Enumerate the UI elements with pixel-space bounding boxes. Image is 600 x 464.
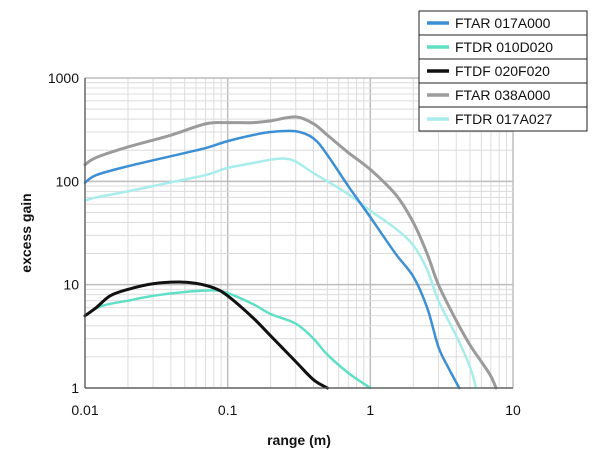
x-tick-label: 1 xyxy=(366,402,374,418)
x-tick-label: 0.01 xyxy=(71,402,98,418)
legend-label: FTDR 010D020 xyxy=(455,39,553,55)
y-axis-label: excess gain xyxy=(18,193,34,272)
series-layer xyxy=(83,115,498,390)
y-tick-labels: 1 10 100 1000 xyxy=(48,70,79,396)
legend-label: FTDR 017A027 xyxy=(455,111,552,127)
x-tick-labels: 0.01 0.1 1 10 xyxy=(71,402,521,418)
series-line-4 xyxy=(83,115,498,390)
y-tick-label: 1000 xyxy=(48,70,79,86)
legend: FTAR 017A000 FTDR 010D020 FTDF 020F020 FTAR… xyxy=(418,10,588,132)
x-axis-label: range (m) xyxy=(267,432,331,448)
series-line-2 xyxy=(83,289,372,390)
series-line-3 xyxy=(83,280,329,390)
x-tick-label: 10 xyxy=(505,402,521,418)
series-line-1 xyxy=(83,129,461,390)
series-line-5 xyxy=(83,157,478,390)
y-tick-label: 10 xyxy=(63,277,79,293)
legend-label: FTAR 038A000 xyxy=(455,87,551,103)
y-tick-label: 100 xyxy=(56,173,80,189)
y-tick-label: 1 xyxy=(71,380,79,396)
legend-label: FTDF 020F020 xyxy=(455,63,550,79)
x-tick-label: 0.1 xyxy=(218,402,238,418)
legend-label: FTAR 017A000 xyxy=(455,15,551,31)
axes xyxy=(84,78,513,389)
